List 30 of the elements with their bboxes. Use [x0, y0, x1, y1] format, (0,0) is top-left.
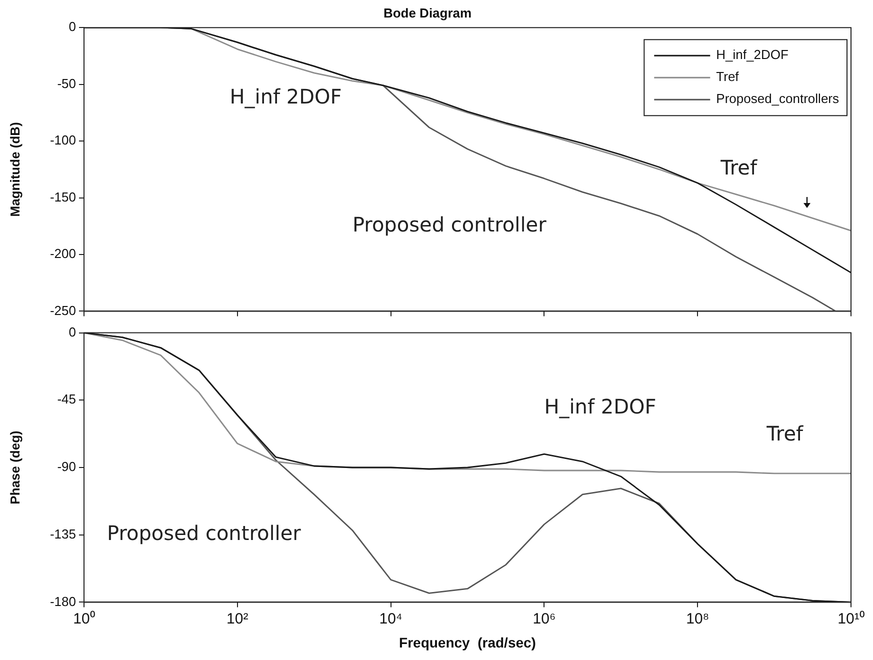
y-tick-label: 0	[68, 19, 76, 34]
x-tick-label: 10⁶	[532, 610, 556, 628]
annotation: H_inf 2DOF	[544, 394, 656, 418]
legend-label: Tref	[716, 69, 740, 84]
x-tick-label: 10⁸	[686, 610, 710, 628]
y-tick-label: 0	[68, 324, 76, 340]
x-axis-title: Frequency (rad/sec)	[399, 634, 536, 650]
legend-label: H_inf_2DOF	[716, 47, 788, 62]
x-tick-label: 10²	[226, 610, 248, 628]
y-tick-label: -250	[50, 302, 76, 318]
annotation: Tref	[766, 421, 804, 446]
annotation: Tref	[720, 156, 758, 180]
annotation: Proposed controller	[107, 521, 302, 546]
annotation: H_inf 2DOF	[230, 84, 342, 109]
y-tick-label: -135	[50, 526, 76, 542]
x-tick-label: 10¹⁰	[838, 610, 864, 628]
y-tick-label: -45	[57, 392, 76, 407]
x-tick-label: 10⁴	[379, 610, 402, 628]
y-tick-label: -150	[50, 189, 76, 204]
y-tick-label: -100	[50, 132, 76, 148]
legend-label: Proposed_controllers	[716, 91, 840, 106]
y-axis-title: Phase (deg)	[7, 430, 22, 504]
annotation: Proposed controller	[352, 212, 548, 236]
y-axis-title: Magnitude (dB)	[7, 122, 22, 217]
y-tick-label: -180	[50, 594, 76, 609]
chart-title: Bode Diagram	[383, 5, 472, 20]
y-tick-label: -50	[57, 76, 76, 91]
y-tick-label: -200	[50, 246, 76, 262]
y-tick-label: -90	[57, 459, 76, 474]
x-tick-label: 10⁰	[73, 610, 95, 628]
